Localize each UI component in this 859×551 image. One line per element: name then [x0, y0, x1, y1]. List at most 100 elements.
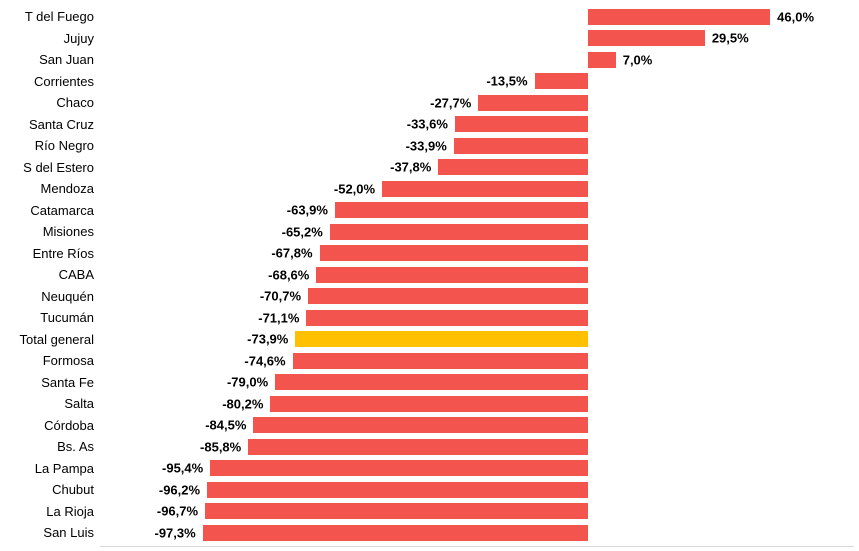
plot-area: -52,0% — [100, 178, 859, 200]
value-label: -37,8% — [390, 159, 432, 175]
table-row: T del Fuego 46,0% — [0, 6, 859, 28]
plot-area: -33,6% — [100, 114, 859, 136]
plot-area: 29,5% — [100, 28, 859, 50]
category-label: San Luis — [43, 525, 94, 541]
table-row: Chaco -27,7% — [0, 92, 859, 114]
bar — [207, 481, 588, 498]
table-row: San Luis -97,3% — [0, 522, 859, 544]
category-label: Entre Ríos — [32, 245, 94, 261]
table-row: San Juan 7,0% — [0, 49, 859, 71]
plot-area: -96,2% — [100, 479, 859, 501]
bar — [454, 116, 588, 133]
bottom-axis-line — [100, 546, 854, 547]
bar — [588, 51, 616, 68]
plot-area: -79,0% — [100, 372, 859, 394]
table-row: Neuquén -70,7% — [0, 286, 859, 308]
table-row: La Rioja -96,7% — [0, 501, 859, 523]
plot-area: -95,4% — [100, 458, 859, 480]
value-label: -68,6% — [268, 267, 310, 283]
bar — [329, 223, 588, 240]
table-row: Entre Ríos -67,8% — [0, 243, 859, 265]
plot-area: -80,2% — [100, 393, 859, 415]
value-label: -71,1% — [258, 310, 300, 326]
value-label: -63,9% — [286, 202, 328, 218]
value-label: -52,0% — [333, 181, 376, 197]
plot-area: -27,7% — [100, 92, 859, 114]
category-label: Santa Cruz — [28, 116, 94, 132]
plot-area: -85,8% — [100, 436, 859, 458]
category-label: Córdoba — [44, 417, 94, 433]
bar-chart-rows: T del Fuego 46,0% Jujuy 29,5% San Juan 7,0% Co… — [0, 6, 859, 544]
value-label: -70,7% — [259, 288, 302, 304]
table-row: Total general -73,9% — [0, 329, 859, 351]
table-row: Tucumán -71,1% — [0, 307, 859, 329]
bar — [588, 8, 771, 25]
value-label: -85,8% — [200, 439, 242, 455]
table-row: Chubut -96,2% — [0, 479, 859, 501]
table-row: CABA -68,6% — [0, 264, 859, 286]
plot-area: -67,8% — [100, 243, 859, 265]
plot-area: -70,7% — [100, 286, 859, 308]
bar — [478, 94, 588, 111]
category-label: Misiones — [42, 224, 94, 240]
value-label: -96,2% — [158, 482, 201, 498]
table-row: Bs. As -85,8% — [0, 436, 859, 458]
table-row: La Pampa -95,4% — [0, 458, 859, 480]
value-label: -80,2% — [222, 396, 264, 412]
plot-area: -65,2% — [100, 221, 859, 243]
category-label: Jujuy — [63, 30, 94, 46]
category-label: Total general — [19, 331, 94, 347]
value-label: -79,0% — [226, 374, 269, 390]
category-label: Bs. As — [57, 439, 94, 455]
bar — [202, 524, 588, 541]
plot-area: -96,7% — [100, 501, 859, 523]
table-row: Córdoba -84,5% — [0, 415, 859, 437]
bar — [210, 460, 588, 477]
bar — [438, 159, 588, 176]
category-label: Formosa — [42, 353, 94, 369]
table-row: Santa Fe -79,0% — [0, 372, 859, 394]
category-label: Mendoza — [40, 181, 94, 197]
category-label: Corrientes — [34, 73, 94, 89]
table-row: Formosa -74,6% — [0, 350, 859, 372]
table-row: Catamarca -63,9% — [0, 200, 859, 222]
value-label: -73,9% — [247, 331, 289, 347]
plot-area: 7,0% — [100, 49, 859, 71]
table-row: Jujuy 29,5% — [0, 28, 859, 50]
value-label: -67,8% — [271, 245, 313, 261]
table-row: Salta -80,2% — [0, 393, 859, 415]
bar — [319, 245, 588, 262]
bar — [588, 30, 705, 47]
category-label: T del Fuego — [24, 9, 94, 25]
category-label: Río Negro — [34, 138, 94, 154]
value-label: 7,0% — [622, 52, 653, 68]
bar — [453, 137, 588, 154]
bar — [248, 438, 588, 455]
value-label: -65,2% — [281, 224, 323, 240]
value-label: -74,6% — [244, 353, 286, 369]
plot-area: -84,5% — [100, 415, 859, 437]
value-label: -33,9% — [405, 138, 447, 154]
category-label: Tucumán — [40, 310, 94, 326]
category-label: La Rioja — [46, 503, 94, 519]
bar — [316, 266, 588, 283]
bar — [334, 202, 588, 219]
bar — [306, 309, 588, 326]
bar — [308, 288, 588, 305]
category-label: Catamarca — [30, 202, 94, 218]
value-label: -96,7% — [156, 503, 199, 519]
value-label: -97,3% — [154, 525, 196, 541]
plot-area: -68,6% — [100, 264, 859, 286]
table-row: Mendoza -52,0% — [0, 178, 859, 200]
category-label: S del Estero — [23, 159, 94, 175]
value-label: 46,0% — [777, 9, 815, 25]
plot-area: -13,5% — [100, 71, 859, 93]
value-label: -27,7% — [430, 95, 472, 111]
category-label: Chaco — [56, 95, 94, 111]
table-row: Misiones -65,2% — [0, 221, 859, 243]
plot-area: -37,8% — [100, 157, 859, 179]
bar — [292, 352, 588, 369]
category-label: Chubut — [52, 482, 94, 498]
category-label: CABA — [58, 267, 94, 283]
